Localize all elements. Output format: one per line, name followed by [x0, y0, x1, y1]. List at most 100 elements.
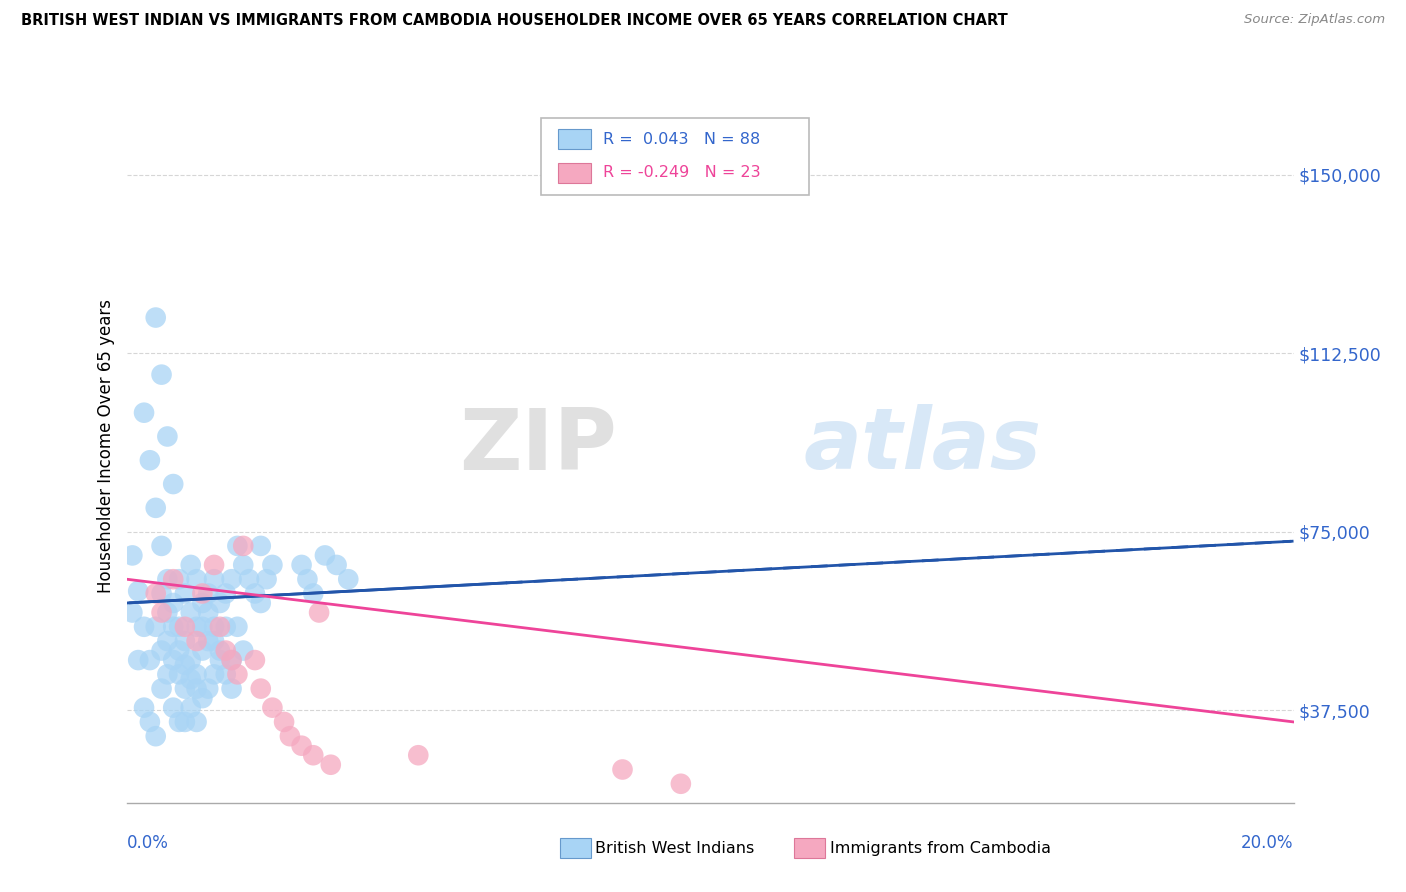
Point	[167, 667, 190, 681]
Point	[127, 653, 149, 667]
Point	[162, 572, 184, 586]
Point	[150, 643, 173, 657]
Point	[208, 596, 231, 610]
Y-axis label: Householder Income Over 65 years: Householder Income Over 65 years	[97, 299, 115, 593]
Point	[243, 653, 266, 667]
Point	[167, 714, 190, 729]
Point	[186, 572, 208, 586]
Point	[150, 681, 173, 696]
Point	[174, 586, 197, 600]
Point	[221, 681, 243, 696]
Point	[127, 584, 149, 599]
Point	[156, 606, 179, 620]
Point	[290, 739, 312, 753]
Text: Source: ZipAtlas.com: Source: ZipAtlas.com	[1244, 13, 1385, 27]
Point	[145, 310, 167, 325]
Point	[612, 763, 634, 777]
Point	[186, 681, 208, 696]
Point	[232, 558, 254, 572]
Point	[197, 634, 219, 648]
Point	[215, 643, 238, 657]
Point	[669, 777, 692, 791]
Point	[314, 549, 336, 563]
Text: British West Indians: British West Indians	[595, 841, 754, 855]
Text: 0.0%: 0.0%	[127, 834, 169, 852]
Point	[150, 586, 173, 600]
Point	[273, 714, 295, 729]
Point	[132, 406, 155, 420]
Point	[249, 539, 271, 553]
Point	[262, 700, 284, 714]
Point	[202, 634, 225, 648]
Point	[132, 620, 155, 634]
FancyBboxPatch shape	[541, 118, 810, 194]
Point	[150, 539, 173, 553]
Point	[215, 586, 238, 600]
Point	[174, 681, 197, 696]
Point	[139, 653, 162, 667]
Point	[191, 620, 214, 634]
Text: ZIP: ZIP	[458, 404, 617, 488]
Text: 20.0%: 20.0%	[1241, 834, 1294, 852]
Point	[226, 667, 249, 681]
Point	[226, 620, 249, 634]
Point	[243, 586, 266, 600]
Text: R =  0.043   N = 88: R = 0.043 N = 88	[603, 132, 759, 146]
Point	[226, 539, 249, 553]
Text: BRITISH WEST INDIAN VS IMMIGRANTS FROM CAMBODIA HOUSEHOLDER INCOME OVER 65 YEARS: BRITISH WEST INDIAN VS IMMIGRANTS FROM C…	[21, 13, 1008, 29]
Point	[215, 620, 238, 634]
Point	[156, 667, 179, 681]
Point	[256, 572, 278, 586]
Point	[145, 586, 167, 600]
Point	[202, 558, 225, 572]
Point	[150, 368, 173, 382]
Point	[197, 606, 219, 620]
Point	[232, 643, 254, 657]
Point	[202, 620, 225, 634]
Point	[167, 572, 190, 586]
Point	[232, 539, 254, 553]
Point	[121, 549, 143, 563]
Point	[180, 653, 202, 667]
Point	[278, 729, 301, 743]
Point	[202, 572, 225, 586]
Point	[121, 606, 143, 620]
Point	[180, 700, 202, 714]
Point	[139, 714, 162, 729]
Point	[167, 643, 190, 657]
Point	[191, 643, 214, 657]
Point	[202, 667, 225, 681]
Point	[302, 748, 325, 763]
Point	[186, 667, 208, 681]
Point	[162, 620, 184, 634]
Point	[132, 700, 155, 714]
Point	[215, 667, 238, 681]
Point	[308, 606, 330, 620]
Point	[249, 681, 271, 696]
Point	[302, 586, 325, 600]
Point	[208, 620, 231, 634]
Point	[139, 453, 162, 467]
Point	[290, 558, 312, 572]
Point	[180, 558, 202, 572]
Point	[197, 586, 219, 600]
Point	[180, 606, 202, 620]
Point	[174, 657, 197, 672]
Point	[145, 500, 167, 515]
Point	[156, 429, 179, 443]
Point	[156, 634, 179, 648]
Point	[180, 672, 202, 686]
Point	[150, 606, 173, 620]
Point	[208, 643, 231, 657]
Point	[221, 572, 243, 586]
Point	[319, 757, 342, 772]
Point	[174, 620, 197, 634]
Point	[408, 748, 430, 763]
Point	[325, 558, 347, 572]
Point	[162, 477, 184, 491]
Point	[249, 596, 271, 610]
Point	[191, 691, 214, 706]
Point	[186, 714, 208, 729]
Point	[186, 620, 208, 634]
Text: Immigrants from Cambodia: Immigrants from Cambodia	[830, 841, 1050, 855]
